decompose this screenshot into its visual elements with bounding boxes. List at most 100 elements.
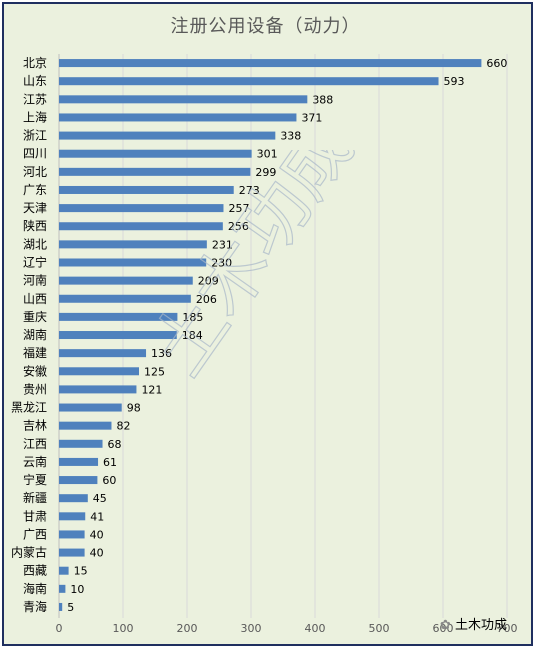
bar — [59, 530, 85, 539]
x-tick-label: 500 — [369, 622, 390, 635]
data-label: 98 — [127, 402, 141, 415]
data-label: 388 — [312, 93, 333, 106]
data-label: 125 — [144, 365, 165, 378]
data-label: 230 — [211, 256, 232, 269]
bar — [59, 566, 69, 575]
data-label: 136 — [151, 347, 172, 360]
data-label: 121 — [141, 383, 162, 396]
bar — [59, 476, 98, 485]
brand-logo: ✿ 土木功成 — [440, 614, 507, 633]
category-label: 青海 — [23, 599, 47, 614]
bar — [59, 131, 276, 140]
bar — [59, 584, 66, 593]
category-label: 上海 — [23, 109, 47, 124]
bar — [59, 457, 99, 466]
bar — [59, 258, 207, 267]
category-label: 北京 — [23, 56, 47, 70]
data-label: 206 — [196, 293, 217, 306]
data-label: 10 — [70, 583, 84, 596]
data-label: 256 — [228, 220, 249, 233]
bar — [59, 204, 224, 213]
data-label: 61 — [103, 456, 117, 469]
category-label: 贵州 — [23, 382, 47, 396]
watermark-text: 土木功成 — [150, 150, 369, 390]
watermark: 土木功成 — [150, 150, 370, 390]
bar — [59, 294, 191, 303]
data-label: 15 — [74, 565, 88, 578]
data-label: 209 — [198, 275, 219, 288]
bar — [59, 439, 103, 448]
category-label: 福建 — [23, 345, 47, 360]
bar — [59, 421, 112, 430]
bar — [59, 403, 122, 412]
data-label: 660 — [486, 57, 507, 70]
data-label: 299 — [255, 166, 276, 179]
bar — [59, 59, 482, 68]
category-label: 天津 — [23, 201, 47, 215]
data-label: 5 — [67, 601, 74, 614]
data-label: 257 — [228, 202, 249, 215]
data-label: 338 — [280, 130, 301, 143]
category-label: 黑龙江 — [11, 401, 47, 415]
data-label: 301 — [257, 148, 278, 161]
x-tick-label: 600 — [433, 622, 454, 635]
bar — [59, 548, 85, 557]
category-label: 河北 — [23, 165, 47, 179]
bar — [59, 95, 308, 104]
category-label: 安徽 — [23, 363, 47, 378]
bar — [59, 312, 178, 321]
category-label: 吉林 — [23, 419, 47, 433]
bar — [59, 240, 207, 249]
category-label: 浙江 — [23, 129, 47, 143]
category-label: 陕西 — [23, 218, 47, 233]
category-label: 新疆 — [23, 490, 47, 505]
category-label: 广东 — [23, 183, 47, 197]
category-label: 海南 — [23, 581, 47, 596]
data-label: 68 — [108, 438, 122, 451]
category-label: 山西 — [23, 292, 47, 306]
bar — [59, 276, 193, 285]
x-tick-label: 300 — [241, 622, 262, 635]
x-tick-label: 0 — [56, 622, 63, 635]
bar — [59, 385, 137, 394]
data-label: 45 — [93, 492, 107, 505]
x-tick-label: 100 — [113, 622, 134, 635]
bar — [59, 77, 439, 86]
category-label: 山东 — [23, 74, 47, 88]
x-tick-label: 200 — [177, 622, 198, 635]
category-label: 云南 — [23, 454, 47, 469]
x-tick-label: 400 — [305, 622, 326, 635]
data-label: 231 — [212, 238, 233, 251]
category-label: 四川 — [23, 147, 47, 161]
data-label: 273 — [239, 184, 260, 197]
bar — [59, 222, 223, 231]
wechat-icon: ✿ — [440, 618, 451, 633]
bar — [59, 494, 88, 503]
data-label: 593 — [444, 75, 465, 88]
chart-title: 注册公用设备（动力） — [170, 16, 361, 37]
bar — [59, 331, 177, 340]
category-label: 甘肃 — [23, 509, 47, 523]
bar — [59, 349, 147, 358]
bar — [59, 113, 297, 122]
data-label: 371 — [301, 111, 322, 124]
category-label: 重庆 — [23, 310, 47, 324]
category-label: 宁夏 — [23, 472, 47, 487]
data-label: 41 — [90, 510, 104, 523]
category-label: 内蒙古 — [11, 545, 47, 560]
category-label: 河南 — [23, 273, 47, 288]
bar — [59, 512, 86, 521]
data-label: 82 — [116, 420, 130, 433]
category-label: 江苏 — [23, 92, 47, 106]
data-label: 60 — [102, 474, 116, 487]
bar — [59, 367, 139, 376]
category-label: 湖北 — [23, 236, 47, 251]
x-tick-label: 700 — [497, 622, 518, 635]
bar — [59, 167, 251, 176]
bar — [59, 149, 252, 158]
data-label: 40 — [90, 528, 104, 541]
category-label: 广西 — [23, 527, 47, 541]
data-label: 184 — [182, 329, 203, 342]
